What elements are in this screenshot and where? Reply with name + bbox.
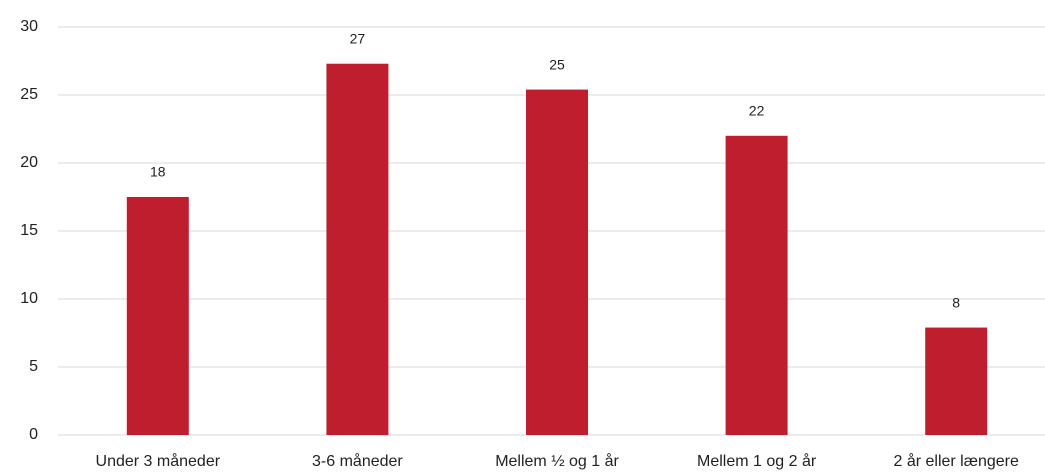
- x-tick-label: 3-6 måneder: [312, 452, 403, 470]
- value-label: 25: [549, 56, 565, 72]
- y-tick-label: 10: [20, 290, 38, 307]
- y-tick-label: 25: [20, 86, 38, 103]
- value-label: 18: [150, 164, 166, 180]
- bar: [526, 89, 588, 435]
- y-tick-label: 15: [20, 222, 38, 239]
- x-tick-label: 2 år eller længere: [893, 452, 1019, 470]
- y-tick-label: 5: [29, 358, 38, 375]
- bar: [126, 197, 189, 435]
- bar: [326, 63, 389, 435]
- value-label: 27: [350, 30, 366, 46]
- x-tick-label: Mellem ½ og 1 år: [495, 452, 619, 470]
- value-label: 22: [749, 103, 765, 119]
- value-label: 8: [952, 294, 960, 310]
- bar: [925, 327, 988, 435]
- y-tick-label: 20: [20, 154, 38, 171]
- x-tick-label: Under 3 måneder: [96, 452, 221, 470]
- x-tick-label: Mellem 1 og 2 år: [697, 452, 817, 470]
- y-tick-label: 30: [20, 18, 38, 35]
- bar: [725, 135, 788, 436]
- y-tick-label: 0: [29, 426, 38, 443]
